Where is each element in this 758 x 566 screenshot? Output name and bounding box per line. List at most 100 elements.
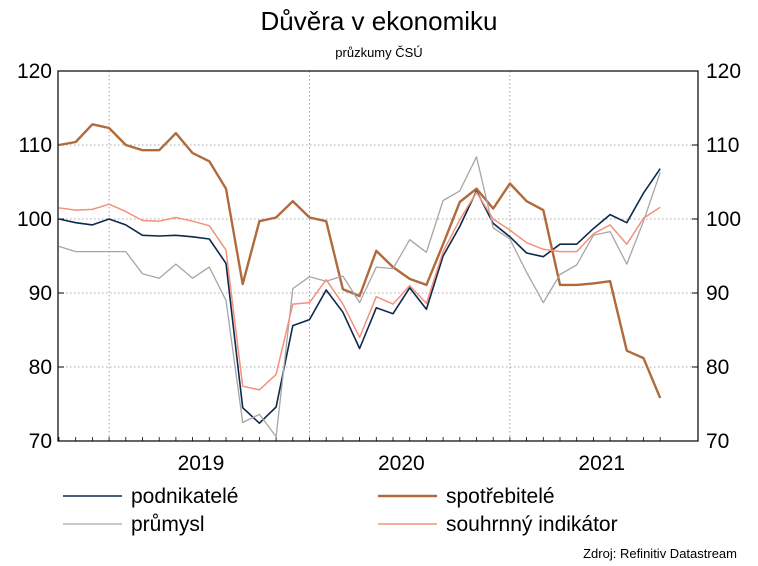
data-point (508, 228, 512, 232)
y-tick-label-right: 110 (706, 134, 739, 157)
data-point (224, 298, 228, 302)
axis-ticks (58, 70, 698, 442)
data-point (57, 217, 61, 221)
data-point (90, 207, 94, 211)
data-point (207, 159, 211, 163)
legend-label-souhrnny: souhrnný indikátor (446, 513, 618, 536)
data-point (341, 287, 345, 291)
data-point (508, 237, 512, 241)
data-point (124, 223, 128, 227)
data-point (424, 307, 428, 311)
data-point (458, 200, 462, 204)
data-point (475, 155, 479, 159)
data-point (74, 221, 78, 225)
data-point (274, 216, 278, 220)
source-note: Zdroj: Refinitiv Datastream (583, 546, 737, 561)
data-point (408, 284, 412, 288)
data-point (308, 318, 312, 322)
data-point (324, 219, 328, 223)
data-point (625, 262, 629, 266)
data-point (658, 205, 662, 209)
data-point (541, 255, 545, 259)
data-point (642, 216, 646, 220)
data-point (575, 263, 579, 267)
data-point (374, 306, 378, 310)
data-point (658, 170, 662, 174)
data-point (224, 248, 228, 252)
data-point (191, 235, 195, 239)
series-line-3 (58, 191, 661, 391)
data-point (90, 223, 94, 227)
data-point (608, 223, 612, 227)
chart-title: Důvěra v ekonomiku (261, 6, 498, 36)
y-tick-label-left: 110 (19, 134, 52, 157)
data-point (575, 242, 579, 246)
data-point (141, 219, 145, 223)
data-point (358, 294, 362, 298)
data-point (608, 213, 612, 217)
data-point (90, 122, 94, 126)
data-point (224, 187, 228, 191)
data-point (642, 356, 646, 360)
data-point (174, 262, 178, 266)
data-point (57, 206, 61, 210)
data-point (241, 282, 245, 286)
data-point (291, 199, 295, 203)
legend-label-prumysl: průmysl (131, 513, 205, 536)
data-point (74, 140, 78, 144)
data-point (207, 224, 211, 228)
data-point (174, 233, 178, 237)
plot-frame (57, 70, 699, 442)
data-point (107, 217, 111, 221)
data-point (157, 148, 161, 152)
data-point (291, 302, 295, 306)
data-point (257, 421, 261, 425)
data-point (57, 244, 61, 248)
y-tick-label-right: 120 (706, 60, 741, 83)
data-point (491, 207, 495, 211)
axis-labels: 70 70 80 80 90 90 100 100 110 110 120 120 2019 2020 20… (17, 60, 741, 475)
y-tick-label-right: 80 (706, 356, 729, 379)
data-point (374, 249, 378, 253)
data-point (291, 324, 295, 328)
data-point (625, 242, 629, 246)
data-point (124, 250, 128, 254)
data-point (57, 143, 61, 147)
data-point (408, 277, 412, 281)
series-line-2 (58, 156, 661, 438)
legend-label-spotrebitele: spotřebitelé (446, 485, 555, 508)
data-point (341, 274, 345, 278)
data-point (525, 241, 529, 245)
data-point (308, 301, 312, 305)
data-point (74, 208, 78, 212)
data-point (608, 230, 612, 234)
x-year-label: 2021 (578, 452, 625, 475)
data-point (341, 310, 345, 314)
y-tick-label-right: 100 (706, 208, 741, 231)
data-point (642, 191, 646, 195)
data-point (608, 279, 612, 283)
data-point (424, 283, 428, 287)
data-point (358, 335, 362, 339)
data-point (575, 250, 579, 254)
series-lines (57, 122, 662, 438)
data-point (141, 233, 145, 237)
data-point (475, 187, 479, 191)
data-point (491, 226, 495, 230)
data-point (541, 247, 545, 251)
data-point (441, 242, 445, 246)
data-point (458, 224, 462, 228)
data-point (558, 273, 562, 277)
data-point (74, 250, 78, 254)
data-point (374, 265, 378, 269)
data-point (558, 250, 562, 254)
data-point (257, 388, 261, 392)
data-point (291, 287, 295, 291)
data-point (191, 219, 195, 223)
data-point (157, 234, 161, 238)
data-point (124, 143, 128, 147)
data-point (308, 216, 312, 220)
data-point (274, 372, 278, 376)
y-tick-label-right: 90 (706, 282, 729, 305)
